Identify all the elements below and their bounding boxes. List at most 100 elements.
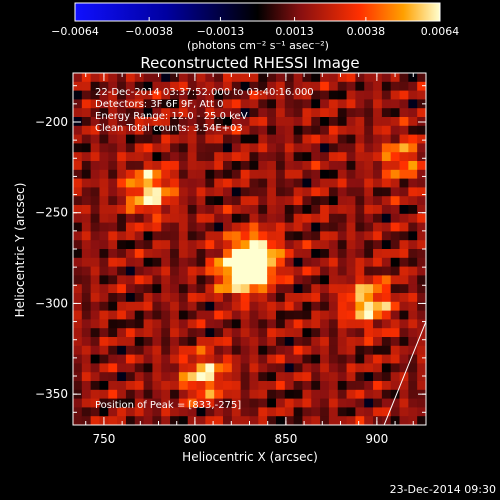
heatmap-cell — [390, 108, 400, 118]
heatmap-cell — [293, 407, 303, 417]
heatmap-cell — [337, 345, 347, 355]
heatmap-cell — [399, 178, 409, 188]
heatmap-cell — [231, 178, 242, 188]
heatmap-cell — [258, 381, 268, 391]
heatmap-cell — [152, 240, 162, 250]
heatmap-cell — [161, 310, 171, 320]
heatmap-cell — [373, 293, 383, 303]
heatmap-cell — [337, 152, 347, 162]
heatmap-cell — [408, 319, 418, 329]
heatmap-cell — [99, 257, 109, 267]
heatmap-cell — [231, 73, 242, 83]
heatmap-cell — [152, 222, 162, 232]
heatmap-cell — [223, 73, 233, 83]
colorbar-tick-label: 0.0038 — [347, 25, 386, 38]
heatmap-cell — [214, 143, 224, 153]
heatmap-cell — [73, 363, 83, 373]
heatmap-cell — [390, 143, 400, 153]
heatmap-cell — [117, 407, 127, 417]
heatmap-cell — [214, 284, 224, 294]
heatmap-cell — [381, 99, 392, 109]
heatmap-cell — [390, 99, 400, 109]
heatmap-cell — [240, 125, 250, 135]
heatmap-cell — [223, 161, 233, 171]
heatmap-cell — [170, 275, 180, 285]
heatmap-cell — [249, 125, 259, 135]
heatmap-cell — [302, 319, 312, 329]
y-tick-label: −200 — [35, 115, 68, 129]
heatmap-cell — [293, 381, 303, 391]
colorbar-ticks: −0.0064 −0.0038 −0.0013 0.0013 0.0038 0.0064 — [51, 17, 459, 38]
heatmap-cell — [214, 266, 224, 276]
heatmap-cell — [205, 73, 215, 83]
heatmap-cell — [364, 213, 374, 223]
heatmap-cell — [390, 134, 400, 144]
heatmap-cell — [205, 143, 215, 153]
heatmap-cell — [205, 231, 215, 241]
heatmap-cell — [170, 363, 180, 373]
heatmap-cell — [267, 81, 277, 91]
heatmap-cell — [99, 389, 109, 399]
heatmap-cell — [373, 108, 383, 118]
heatmap-cell — [399, 108, 409, 118]
heatmap-cell — [293, 134, 303, 144]
heatmap-cell — [267, 284, 277, 294]
heatmap-cell — [364, 381, 374, 391]
heatmap-cell — [417, 90, 426, 100]
heatmap-cell — [346, 231, 356, 241]
heatmap-cell — [373, 205, 383, 215]
heatmap-cell — [161, 143, 171, 153]
heatmap-cell — [302, 372, 312, 382]
heatmap-cell — [328, 240, 339, 250]
heatmap-cell — [187, 143, 197, 153]
heatmap-cell — [231, 363, 242, 373]
heatmap-cell — [320, 205, 330, 215]
heatmap-cell — [99, 143, 109, 153]
heatmap-cell — [125, 169, 136, 179]
heatmap-cell — [373, 284, 383, 294]
heatmap-cell — [90, 416, 100, 425]
heatmap-cell — [258, 266, 268, 276]
heatmap-cell — [231, 161, 242, 171]
heatmap-cell — [355, 407, 365, 417]
heatmap-cell — [161, 249, 171, 259]
heatmap-cell — [275, 187, 286, 197]
heatmap-cell — [152, 161, 162, 171]
heatmap-cell — [81, 73, 92, 83]
heatmap-cell — [337, 301, 347, 311]
heatmap-cell — [134, 275, 144, 285]
heatmap-cell — [196, 222, 206, 232]
heatmap-cell — [337, 143, 347, 153]
heatmap-cell — [117, 319, 127, 329]
heatmap-cell — [99, 284, 109, 294]
heatmap-cell — [293, 345, 303, 355]
heatmap-cell — [355, 328, 365, 338]
heatmap-cell — [214, 257, 224, 267]
heatmap-cell — [117, 222, 127, 232]
heatmap-cell — [390, 152, 400, 162]
heatmap-cell — [196, 354, 206, 364]
heatmap-cell — [134, 337, 144, 347]
heatmap-cell — [108, 337, 118, 347]
heatmap-cell — [143, 222, 153, 232]
heatmap-cell — [187, 301, 197, 311]
heatmap-cell — [311, 125, 321, 135]
heatmap-cell — [390, 398, 400, 408]
heatmap-cell — [108, 293, 118, 303]
heatmap-cell — [258, 337, 268, 347]
heatmap-cell — [373, 90, 383, 100]
heatmap-cell — [240, 381, 250, 391]
heatmap-cell — [178, 328, 189, 338]
heatmap-cell — [223, 257, 233, 267]
heatmap-cell — [267, 125, 277, 135]
heatmap-cell — [231, 345, 242, 355]
heatmap-cell — [117, 205, 127, 215]
heatmap-cell — [337, 134, 347, 144]
heatmap-cell — [355, 196, 365, 206]
heatmap-cell — [258, 161, 268, 171]
heatmap-cell — [320, 407, 330, 417]
heatmap-cell — [81, 90, 92, 100]
heatmap-cell — [373, 337, 383, 347]
heatmap-cell — [337, 90, 347, 100]
heatmap-cell — [355, 90, 365, 100]
